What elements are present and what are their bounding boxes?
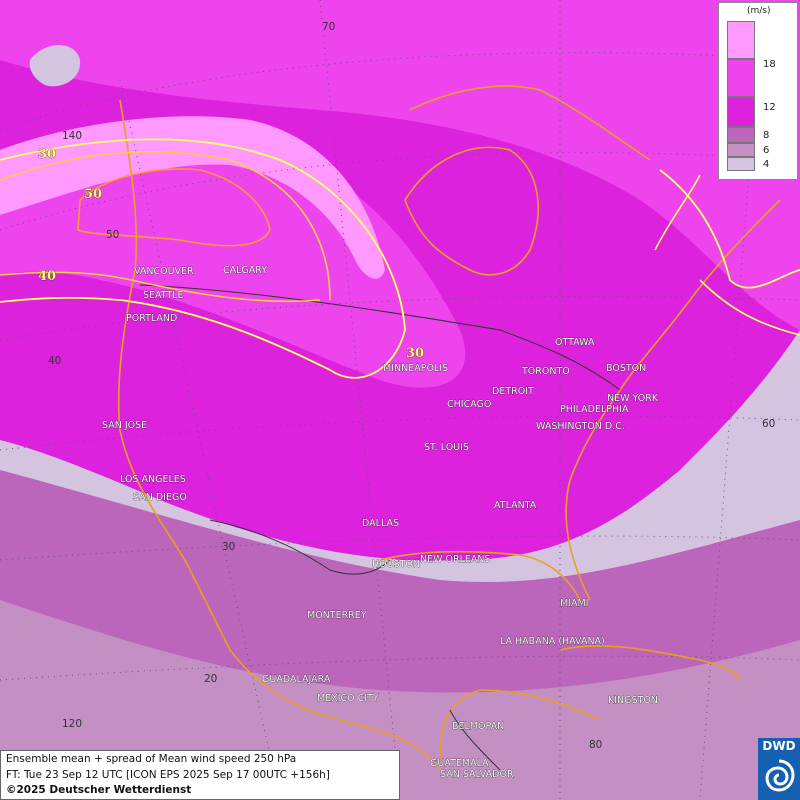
city-label: CHICAGO xyxy=(447,399,491,410)
legend-swatch xyxy=(727,157,755,171)
legend-swatch xyxy=(727,59,755,97)
coastlines xyxy=(117,85,781,771)
legend-swatch xyxy=(727,143,755,157)
city-label: SAN DIEGO xyxy=(133,492,187,503)
city-label: PHILADELPHIA xyxy=(560,404,629,415)
isotach-30-east xyxy=(659,169,800,289)
city-label: VANCOUVER xyxy=(134,266,194,277)
legend-label: 8 xyxy=(763,130,770,141)
color-legend: (m/s) 18 12 8 6 4 xyxy=(718,2,798,180)
legend-label: 12 xyxy=(763,102,776,113)
grid-label: 20 xyxy=(204,673,217,685)
city-label: ATLANTA xyxy=(494,500,537,511)
city-label: DALLAS xyxy=(362,518,399,529)
city-label: MINNEAPOLIS xyxy=(383,363,448,374)
isotach-30-east2 xyxy=(699,279,800,336)
city-label: SEATTLE xyxy=(143,290,184,301)
swirl-icon xyxy=(765,759,795,792)
city-label: SAN SALVADOR xyxy=(440,769,514,780)
isotach-40 xyxy=(0,271,321,303)
grid-label: 140 xyxy=(62,130,82,142)
isotach-30-east3 xyxy=(654,174,701,251)
city-label: LOS ANGELES xyxy=(120,474,186,485)
contour-label: 50 xyxy=(84,187,102,202)
isotach-contours xyxy=(0,138,800,379)
legend-label: 6 xyxy=(763,145,770,156)
city-label: GUADALAJARA xyxy=(262,674,331,685)
city-label: SAN JOSE xyxy=(102,420,147,431)
info-box: Ensemble mean + spread of Mean wind spee… xyxy=(0,750,400,800)
city-label: NEW ORLEANS xyxy=(420,554,491,565)
logo-text: DWD xyxy=(762,739,796,753)
contour-label: 40 xyxy=(38,269,56,284)
contour-label: 30 xyxy=(406,346,424,361)
shading-patch xyxy=(230,14,280,45)
city-label: DETROIT xyxy=(492,386,534,397)
city-label: MEXICO CITY xyxy=(317,693,379,704)
political-borders xyxy=(139,284,621,771)
city-label: TORONTO xyxy=(521,366,570,377)
legend-label: 18 xyxy=(763,59,776,70)
grid-label: 50 xyxy=(106,229,119,241)
city-label: CALGARY xyxy=(223,265,267,276)
city-label: OTTAWA xyxy=(555,337,595,348)
contour-label: 30 xyxy=(38,147,56,162)
grid-label: 120 xyxy=(62,718,82,730)
isotach-30 xyxy=(0,138,406,379)
grid-label: 30 xyxy=(222,541,235,553)
legend-swatch xyxy=(727,127,755,143)
grid-label: 40 xyxy=(48,355,61,367)
forecast-time: FT: Tue 23 Sep 12 UTC [ICON EPS 2025 Sep… xyxy=(6,768,330,781)
city-label: PORTLAND xyxy=(126,313,177,324)
legend-unit: (m/s) xyxy=(747,6,771,16)
shading-patch xyxy=(29,45,81,87)
city-label: NEW YORK xyxy=(607,393,659,404)
grid-label: 70 xyxy=(322,21,335,33)
isotach-40b xyxy=(0,151,331,301)
legend-swatch xyxy=(727,21,755,59)
city-label: KINGSTON xyxy=(608,695,658,706)
shading-band-18 xyxy=(0,0,800,330)
chart-description: Ensemble mean + spread of Mean wind spee… xyxy=(6,753,297,765)
city-label: WASHINGTON D.C. xyxy=(536,421,625,432)
city-label: GUATEMALA xyxy=(430,758,489,769)
grid-label: 80 xyxy=(589,739,602,751)
copyright: ©2025 Deutscher Wetterdienst xyxy=(6,784,192,796)
city-label: BOSTON xyxy=(606,363,646,374)
city-label: BELMOPAN xyxy=(452,721,504,732)
dwd-logo: DWD xyxy=(758,738,800,800)
jet-core xyxy=(0,116,385,279)
city-label: MIAMI xyxy=(560,598,589,609)
city-label: HOUSTON xyxy=(372,559,420,570)
isotach-50 xyxy=(77,168,271,247)
city-label: LA HABANA (HAVANA) xyxy=(500,636,605,647)
legend-label: 4 xyxy=(763,159,770,170)
grid-label: 60 xyxy=(762,418,775,430)
legend-swatch xyxy=(727,97,755,127)
city-labels: VANCOUVER CALGARY SEATTLE PORTLAND MINNE… xyxy=(102,265,659,781)
shading-band-8 xyxy=(0,470,800,693)
city-label: MONTERREY xyxy=(307,610,367,621)
city-label: ST. LOUIS xyxy=(424,442,469,453)
